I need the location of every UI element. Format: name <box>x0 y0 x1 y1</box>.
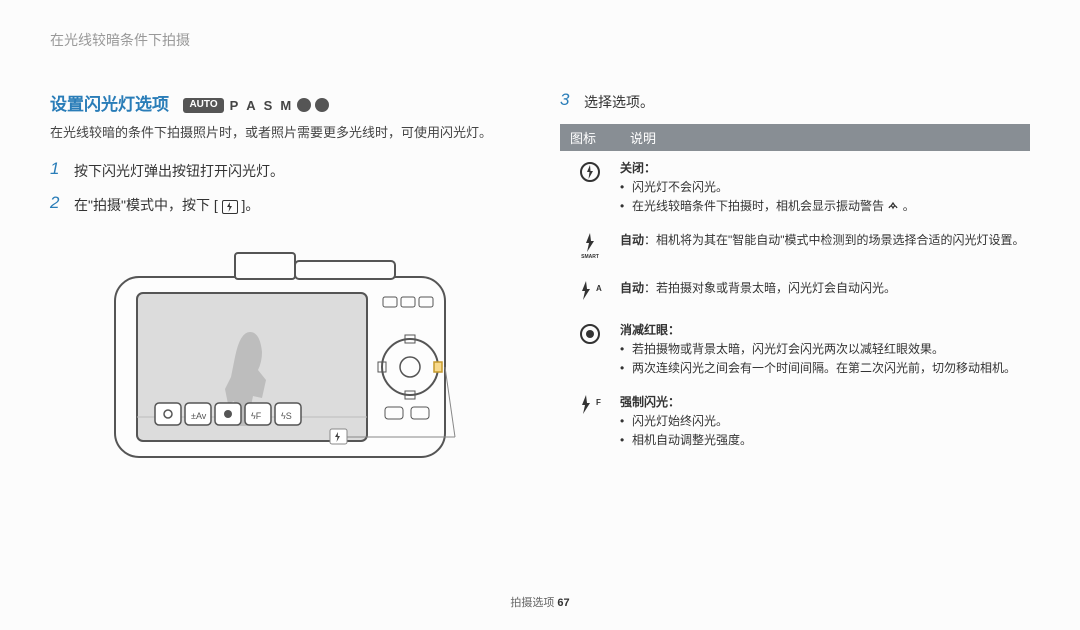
row-smart-auto: SMART 自动：相机将为其在"智能自动"模式中检测到的场景选择合适的闪光灯设置… <box>560 231 1030 265</box>
svg-text:ϟS: ϟS <box>281 411 292 421</box>
mode-extra-1 <box>297 98 311 112</box>
force-b1: 闪光灯始终闪光。 <box>620 412 1030 431</box>
mode-m: M <box>278 98 293 113</box>
off-b2: 在光线较暗条件下拍摄时，相机会显示振动警告 。 <box>620 197 1030 216</box>
redeye-b1: 若拍摄物或背景太暗，闪光灯会闪光两次以减轻红眼效果。 <box>620 340 1030 359</box>
page-footer: 拍摄选项 67 <box>0 594 1080 610</box>
svg-text:SMART: SMART <box>581 254 599 259</box>
autoA-text: ：若拍摄对象或背景太暗，闪光灯会自动闪光。 <box>644 281 896 295</box>
flash-key-icon <box>222 200 238 214</box>
step-3-num: 3 <box>560 90 574 112</box>
row-off: 关闭： 闪光灯不会闪光。 在光线较暗条件下拍摄时，相机会显示振动警告 。 <box>560 159 1030 217</box>
force-flash-icon: F <box>560 393 620 451</box>
breadcrumb: 在光线较暗条件下拍摄 <box>50 30 190 50</box>
off-title: 关闭： <box>620 161 656 175</box>
svg-text:±Av: ±Av <box>191 411 207 421</box>
mode-s: S <box>262 98 275 113</box>
off-b1: 闪光灯不会闪光。 <box>620 178 1030 197</box>
svg-text:A: A <box>596 284 602 293</box>
row-redeye: 消减红眼： 若拍摄物或背景太暗，闪光灯会闪光两次以减轻红眼效果。 两次连续闪光之… <box>560 321 1030 379</box>
mode-auto-badge: AUTO <box>183 98 223 113</box>
smart-text: ：相机将为其在"智能自动"模式中检测到的场景选择合适的闪光灯设置。 <box>644 233 1025 247</box>
footer-page: 67 <box>557 597 569 609</box>
svg-text:F: F <box>596 398 601 407</box>
step-2: 2 在"拍摄"模式中，按下 [ ]。 <box>50 193 520 215</box>
row-force: F 强制闪光： 闪光灯始终闪光。 相机自动调整光强度。 <box>560 393 1030 451</box>
page-body: 设置闪光灯选项 AUTO P A S M 在光线较暗的条件下拍摄照片时，或者照片… <box>0 0 1080 522</box>
step-1-num: 1 <box>50 159 64 181</box>
step-2-post: ]。 <box>242 197 260 213</box>
force-title: 强制闪光： <box>620 395 680 409</box>
right-column: 3 选择选项。 图标 说明 关闭： 闪光灯不会闪光。 在光线较暗条件下拍摄时，相… <box>560 40 1030 492</box>
step-1-text: 按下闪光灯弹出按钮打开闪光灯。 <box>74 159 284 181</box>
autoA-title: 自动 <box>620 281 644 295</box>
flash-off-icon <box>560 159 620 217</box>
step-3: 3 选择选项。 <box>560 90 1030 112</box>
step-3-text: 选择选项。 <box>584 90 654 112</box>
row-auto: A 自动：若拍摄对象或背景太暗，闪光灯会自动闪光。 <box>560 279 1030 307</box>
section-title: 设置闪光灯选项 <box>50 90 169 115</box>
mode-a: A <box>244 98 257 113</box>
smart-title: 自动 <box>620 233 644 247</box>
redeye-icon <box>560 321 620 379</box>
camera-illustration: ±Av ϟF ϟS <box>50 227 520 492</box>
th-desc: 说明 <box>620 124 1030 151</box>
svg-text:ϟF: ϟF <box>251 411 262 421</box>
auto-flash-icon: A <box>560 279 620 307</box>
mode-extra-2 <box>315 98 329 112</box>
step-2-text: 在"拍摄"模式中，按下 [ ]。 <box>74 193 259 215</box>
redeye-title: 消减红眼： <box>620 323 680 337</box>
step-2-num: 2 <box>50 193 64 215</box>
mode-p: P <box>228 98 241 113</box>
step-2-pre: 在"拍摄"模式中，按下 [ <box>74 197 218 213</box>
table-header: 图标 说明 <box>560 124 1030 151</box>
footer-label: 拍摄选项 <box>510 597 554 609</box>
left-column: 设置闪光灯选项 AUTO P A S M 在光线较暗的条件下拍摄照片时，或者照片… <box>50 40 520 492</box>
smart-flash-icon: SMART <box>560 231 620 265</box>
intro-text: 在光线较暗的条件下拍摄照片时，或者照片需要更多光线时，可使用闪光灯。 <box>50 123 520 143</box>
th-icon: 图标 <box>560 124 620 151</box>
mode-icons: AUTO P A S M <box>183 98 329 113</box>
force-b2: 相机自动调整光强度。 <box>620 431 1030 450</box>
step-1: 1 按下闪光灯弹出按钮打开闪光灯。 <box>50 159 520 181</box>
redeye-b2: 两次连续闪光之间会有一个时间间隔。在第二次闪光前，切勿移动相机。 <box>620 359 1030 378</box>
